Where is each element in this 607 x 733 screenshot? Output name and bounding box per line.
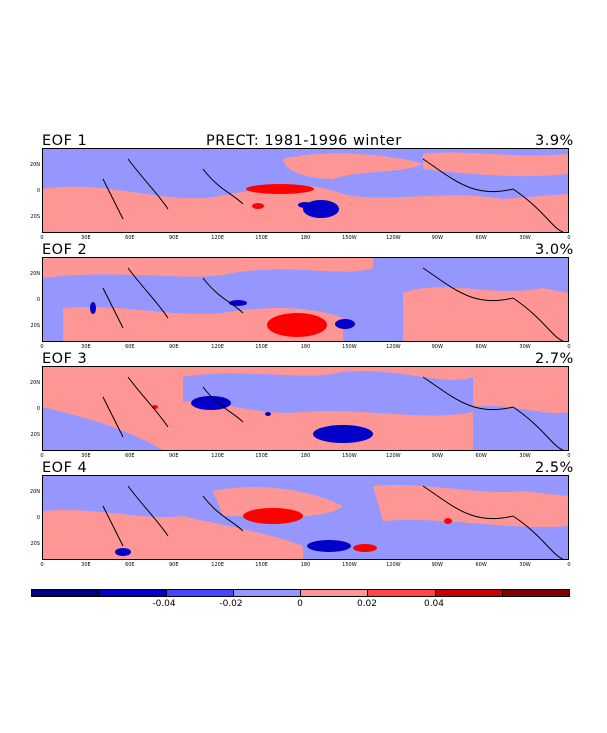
lon-label-2-11: 60W [475, 344, 487, 350]
colorbar-label-4: 0.02 [356, 599, 378, 609]
lon-label-4-5: 120E [211, 562, 224, 568]
lon-label-2-6: 150E [255, 344, 268, 350]
lon-label-1-9: 120W [386, 235, 401, 241]
colorbar-label-1: -0.04 [152, 599, 176, 609]
lon-label-4-2: 30E [81, 562, 91, 568]
lon-label-1-4: 90E [168, 235, 179, 241]
panel-3-label: EOF 3 [42, 351, 88, 367]
lon-label-1-11: 60W [475, 235, 487, 241]
colorbar-segment-8 [502, 590, 569, 596]
lon-label-3-1: 0 [40, 453, 44, 459]
colorbar-segment-2 [99, 590, 167, 596]
lon-label-3-4: 90E [168, 453, 179, 459]
lon-label-1-7: 180 [300, 235, 311, 241]
lon-label-4-11: 60W [475, 562, 487, 568]
panel-1-variance: 3.9% [535, 133, 574, 149]
lon-label-3-11: 60W [475, 453, 487, 459]
lon-label-2-4: 90E [168, 344, 179, 350]
lon-label-2-2: 30E [81, 344, 91, 350]
lat-label-2b: 0 [36, 297, 40, 303]
lat-label-1b: 0 [36, 188, 40, 194]
lon-label-4-7: 180 [300, 562, 311, 568]
lat-label-2a: 20N [29, 271, 40, 277]
lat-label-3c: 20S [30, 432, 40, 438]
lon-label-1-1: 0 [40, 235, 44, 241]
lon-label-3-9: 120W [386, 453, 401, 459]
lon-label-2-9: 120W [386, 344, 401, 350]
lat-label-2c: 20S [30, 323, 40, 329]
panel-2-variance: 3.0% [535, 242, 574, 258]
figure-title: PRECT: 1981-1996 winter [206, 133, 402, 149]
colorbar-segment-4 [233, 590, 301, 596]
panel-3-variance: 2.7% [535, 351, 574, 367]
lon-label-1-3: 60E [125, 235, 135, 241]
colorbar-label-2: -0.02 [219, 599, 243, 609]
colorbar-segment-7 [435, 590, 503, 596]
lon-label-1-13: 0 [567, 235, 571, 241]
eof-2-map [42, 257, 569, 342]
lon-label-2-1: 0 [40, 344, 44, 350]
lat-label-4b: 0 [36, 515, 40, 521]
panel-1-label: EOF 1 [42, 133, 88, 149]
eof-3-map [42, 366, 569, 451]
lon-label-4-4: 90E [168, 562, 179, 568]
lon-label-4-9: 120W [386, 562, 401, 568]
colorbar-segment-3 [166, 590, 234, 596]
lon-label-1-6: 150E [255, 235, 268, 241]
colorbar-segment-5 [301, 590, 369, 596]
lon-label-4-3: 60E [125, 562, 135, 568]
lon-label-3-3: 60E [125, 453, 135, 459]
lon-label-2-10: 90W [431, 344, 443, 350]
eof-4-map [42, 475, 569, 560]
panel-4-variance: 2.5% [535, 460, 574, 476]
lon-label-3-7: 180 [300, 453, 311, 459]
lon-label-4-6: 150E [255, 562, 268, 568]
lon-label-4-10: 90W [431, 562, 443, 568]
lon-label-3-10: 90W [431, 453, 443, 459]
lon-label-1-2: 30E [81, 235, 91, 241]
lat-label-4c: 20S [30, 541, 40, 547]
lat-label-3b: 0 [36, 406, 40, 412]
lon-label-4-8: 150W [342, 562, 357, 568]
lon-label-1-10: 90W [431, 235, 443, 241]
lon-label-3-5: 120E [211, 453, 224, 459]
lon-label-3-12: 30W [519, 453, 531, 459]
lon-label-3-6: 150E [255, 453, 268, 459]
eof-1-map [42, 148, 569, 233]
colorbar [31, 589, 570, 597]
lon-label-4-1: 0 [40, 562, 44, 568]
lon-label-2-3: 60E [125, 344, 135, 350]
lat-label-1a: 20N [29, 162, 40, 168]
panel-4-label: EOF 4 [42, 460, 88, 476]
lon-label-3-13: 0 [567, 453, 571, 459]
lon-label-2-13: 0 [567, 344, 571, 350]
lat-label-3a: 20N [29, 380, 40, 386]
lon-label-4-13: 0 [567, 562, 571, 568]
lon-label-1-5: 120E [211, 235, 224, 241]
lon-label-2-5: 120E [211, 344, 224, 350]
lon-label-2-8: 150W [342, 344, 357, 350]
colorbar-segment-1 [32, 590, 100, 596]
colorbar-label-3: 0 [297, 599, 303, 609]
lon-label-1-8: 150W [342, 235, 357, 241]
panel-2-label: EOF 2 [42, 242, 88, 258]
lon-label-2-7: 180 [300, 344, 311, 350]
lon-label-1-12: 30W [519, 235, 531, 241]
colorbar-segment-6 [368, 590, 436, 596]
lon-label-3-8: 150W [342, 453, 357, 459]
lon-label-3-2: 30E [81, 453, 91, 459]
colorbar-label-5: 0.04 [423, 599, 445, 609]
lon-label-2-12: 30W [519, 344, 531, 350]
lat-label-1c: 20S [30, 214, 40, 220]
lon-label-4-12: 30W [519, 562, 531, 568]
lat-label-4a: 20N [29, 489, 40, 495]
